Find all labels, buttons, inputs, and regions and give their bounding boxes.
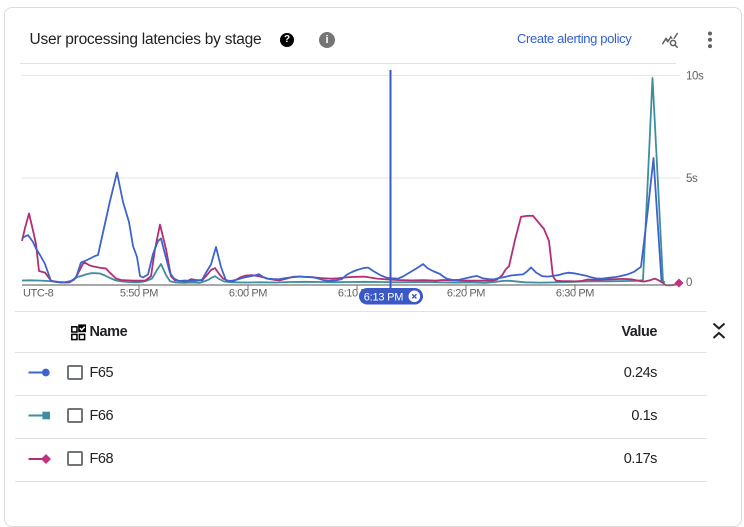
svg-text:0: 0 (686, 277, 692, 289)
svg-text:6:13 PM: 6:13 PM (364, 292, 404, 304)
svg-text:6:30 PM: 6:30 PM (556, 288, 594, 300)
svg-text:6:00 PM: 6:00 PM (229, 288, 267, 300)
svg-text:UTC-8: UTC-8 (23, 288, 54, 300)
svg-text:6:20 PM: 6:20 PM (447, 288, 485, 300)
svg-text:5s: 5s (686, 173, 698, 185)
svg-text:10s: 10s (686, 71, 704, 83)
svg-text:5:50 PM: 5:50 PM (120, 288, 158, 300)
